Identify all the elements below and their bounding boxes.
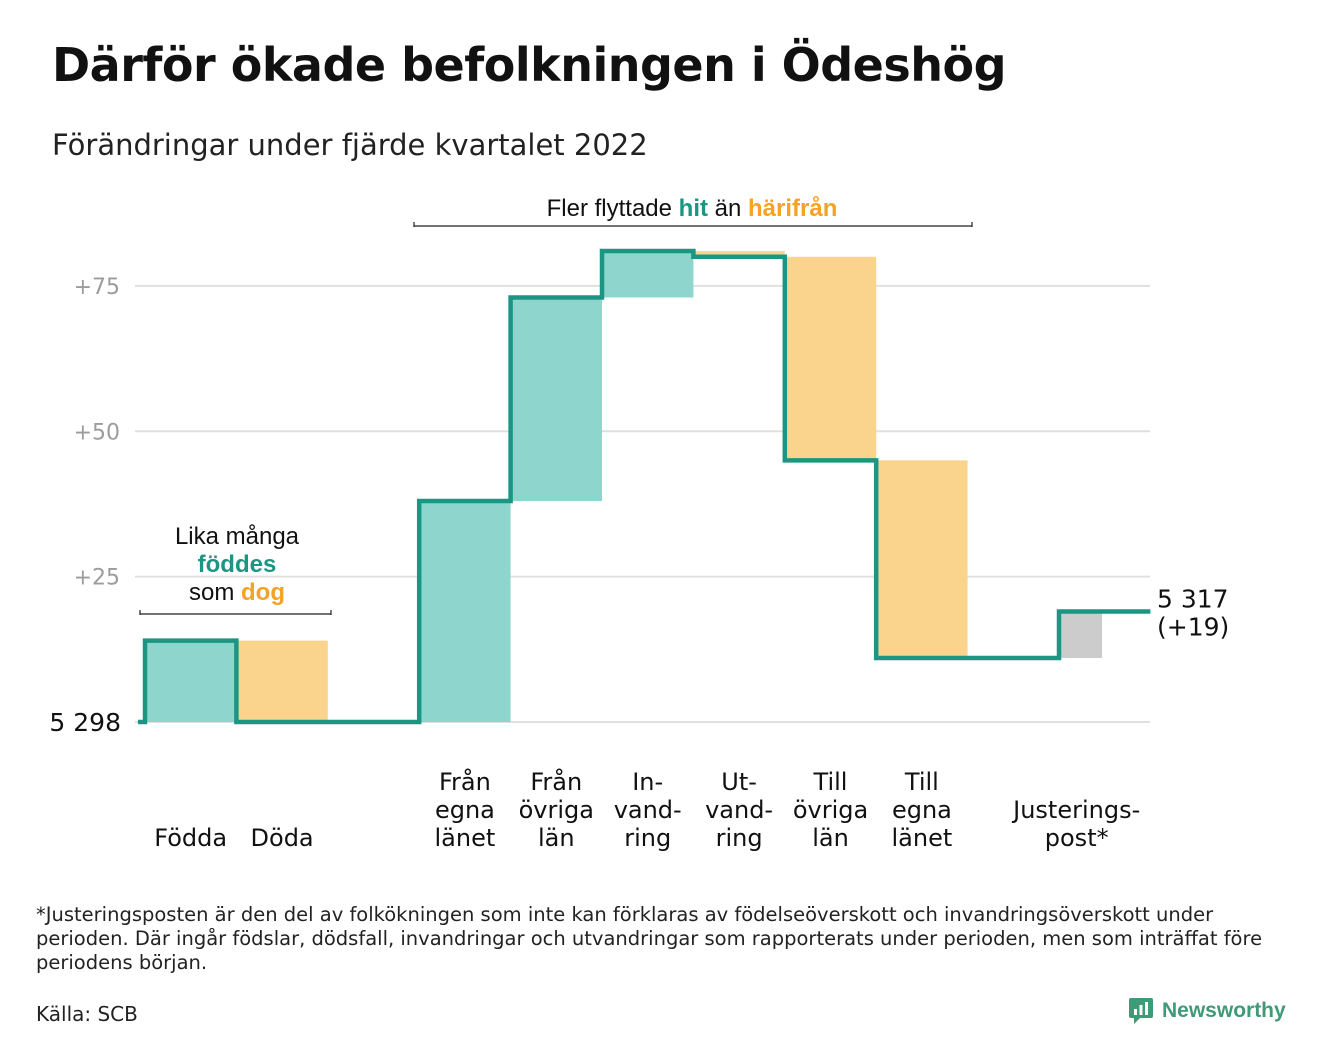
source-note: Källa: SCB xyxy=(36,1002,138,1026)
chart-subtitle: Förändringar under fjärde kvartalet 2022 xyxy=(52,128,648,162)
x-category-label: vand- xyxy=(705,796,773,824)
bar xyxy=(1060,611,1102,659)
x-category-label: län xyxy=(538,824,575,852)
x-category-label: Justerings- xyxy=(1011,796,1140,824)
bar xyxy=(877,460,968,659)
x-category-label: övriga xyxy=(793,796,868,824)
y-tick-label: +25 xyxy=(74,566,120,591)
annotation-births-segment: föddes xyxy=(198,551,277,578)
bar xyxy=(694,250,785,257)
y-tick-label: +50 xyxy=(74,420,120,445)
newsworthy-logo-icon xyxy=(1129,998,1153,1024)
x-category-label: egna xyxy=(435,796,495,824)
brand-name: Newsworthy xyxy=(1162,999,1286,1022)
bar xyxy=(785,256,877,461)
end-value-label: 5 317 xyxy=(1157,585,1229,614)
annotation-migration-segment: Fler flyttade xyxy=(547,195,679,222)
x-category-label: ring xyxy=(716,824,763,852)
bar xyxy=(237,640,328,722)
x-category-label: Ut- xyxy=(721,768,757,796)
annotation-births-segment: som xyxy=(189,579,241,606)
x-category-label: Från xyxy=(530,767,582,796)
annotation-births: som dog xyxy=(189,579,285,606)
annotation-migration-segment: hit xyxy=(679,195,708,222)
start-value-label: 5 298 xyxy=(49,708,121,737)
brand: Newsworthy xyxy=(1128,997,1286,1025)
x-category-label: Till xyxy=(904,768,939,796)
x-category-label: Födda xyxy=(154,824,227,852)
footnote: *Justeringsposten är den del av folkökni… xyxy=(36,903,1263,974)
bar xyxy=(146,640,237,722)
bar xyxy=(420,501,511,722)
y-tick-label: +75 xyxy=(74,275,120,300)
chart-title: Därför ökade befolkningen i Ödeshög xyxy=(52,38,1007,92)
bar xyxy=(511,297,602,502)
annotation-migration-segment: än xyxy=(708,195,748,222)
x-category-label: ring xyxy=(624,824,671,852)
annotation-migration-segment: härifrån xyxy=(748,195,837,222)
annotation-births: Lika många xyxy=(175,523,300,550)
x-category-label: In- xyxy=(632,768,663,796)
running-total-line xyxy=(138,248,1151,725)
annotation-births-segment: Lika många xyxy=(175,523,300,550)
x-category-label: Från xyxy=(439,767,491,796)
end-change-label: (+19) xyxy=(1157,613,1229,642)
x-category-label: övriga xyxy=(519,796,594,824)
x-category-label: Döda xyxy=(251,824,314,852)
x-category-label: egna xyxy=(892,796,952,824)
annotation-births: föddes xyxy=(198,551,277,578)
x-category-label: länet xyxy=(892,824,953,852)
x-category-label: post* xyxy=(1045,824,1109,852)
bar xyxy=(603,250,694,298)
annotation-migration: Fler flyttade hit än härifrån xyxy=(547,195,838,222)
x-category-label: Till xyxy=(813,768,848,796)
x-category-label: län xyxy=(812,824,849,852)
x-category-label: länet xyxy=(435,824,496,852)
annotation-births-segment: dog xyxy=(241,579,285,606)
x-category-label: vand- xyxy=(614,796,682,824)
